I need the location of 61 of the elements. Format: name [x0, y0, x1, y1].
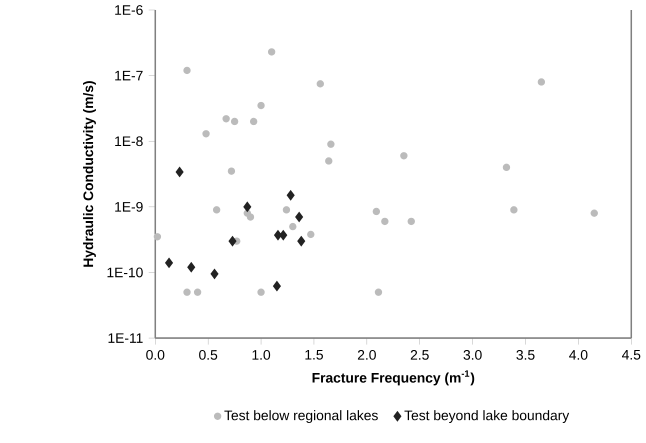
point [228, 236, 236, 246]
point [282, 206, 290, 214]
point [210, 268, 219, 279]
point [257, 288, 265, 296]
point [183, 66, 191, 74]
point [187, 262, 196, 272]
x-tick-label: 0.0 [146, 350, 164, 360]
point [289, 222, 296, 230]
x-tick-label: 4.5 [622, 350, 640, 360]
point [502, 163, 510, 171]
point [307, 230, 314, 238]
x-tick-label: 4.0 [569, 350, 588, 360]
point [246, 213, 254, 220]
point [327, 140, 335, 148]
point [272, 280, 281, 292]
x-tick-label: 2.5 [410, 350, 429, 360]
x-tick-label: 0.5 [199, 350, 218, 360]
point [222, 114, 230, 122]
point [408, 218, 415, 225]
x-tick-label: 3.5 [516, 350, 535, 360]
point [374, 288, 382, 296]
point [230, 118, 238, 125]
point [372, 208, 380, 215]
point [295, 212, 304, 222]
x-tick-label: 1.5 [305, 350, 323, 360]
legend-label: Test beyond lake boundary [404, 410, 570, 423]
point [257, 102, 265, 110]
point [316, 80, 324, 88]
y-tick-label: 1E-11 [108, 333, 143, 343]
y-tick-label: 1E-10 [108, 267, 143, 278]
point [250, 118, 258, 125]
legend-label: Test below regional lakes [224, 410, 378, 423]
point [510, 206, 518, 214]
point [154, 232, 162, 240]
point [228, 167, 236, 175]
point [194, 288, 202, 296]
point [183, 288, 191, 296]
point [325, 157, 332, 164]
point [243, 201, 252, 212]
point [286, 190, 295, 200]
point [400, 152, 408, 160]
point [165, 257, 174, 268]
point [268, 48, 276, 56]
point [274, 230, 282, 240]
x-tick-label: 2.0 [358, 350, 376, 360]
y-tick-label: 1E-8 [115, 136, 143, 146]
point [279, 230, 288, 240]
point [381, 218, 389, 225]
point [538, 78, 546, 86]
point [297, 236, 306, 246]
point [202, 130, 210, 138]
point [590, 209, 598, 217]
x-axis-title: Fracture Frequency (m$^{-1}$) [312, 370, 474, 386]
y-tick-label: 1E-7 [115, 70, 143, 80]
point [212, 206, 220, 214]
x-tick-label: 3.0 [464, 350, 482, 360]
point [176, 166, 184, 177]
x-tick-label: 1.0 [252, 350, 270, 360]
y-axis-title: Hydraulic Conductivity (m/s) [83, 80, 96, 267]
y-tick-label: 1E-9 [115, 202, 143, 212]
y-tick-label: 1E-6 [115, 4, 143, 15]
